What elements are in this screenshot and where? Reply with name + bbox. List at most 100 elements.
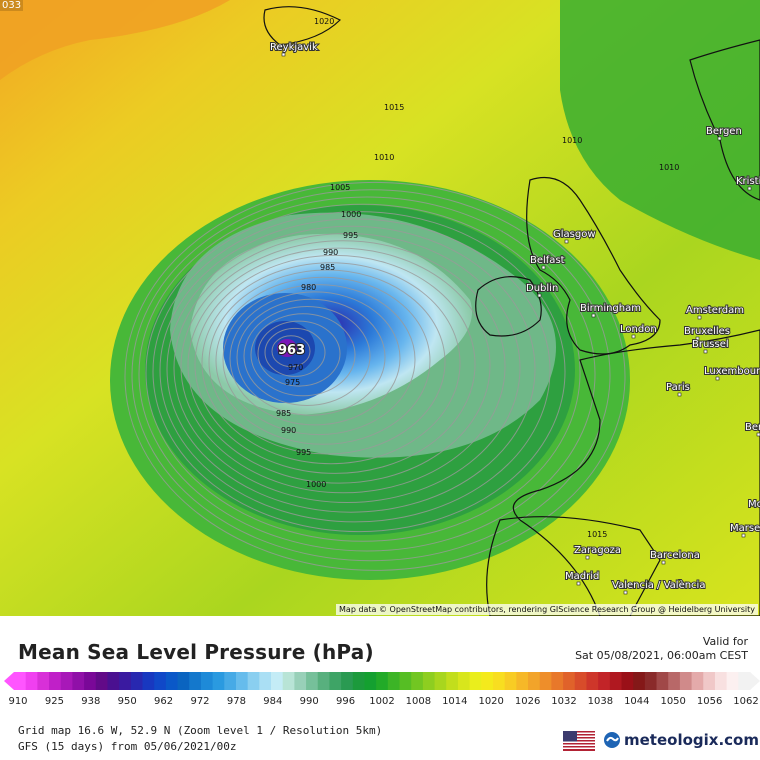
isobar-ring bbox=[271, 335, 311, 368]
legend-swatch bbox=[107, 672, 120, 690]
legend-swatch bbox=[574, 672, 587, 690]
legend-swatch bbox=[621, 672, 634, 690]
isobar-label: 1000 bbox=[306, 480, 326, 489]
city-label: Barcelona bbox=[650, 550, 700, 561]
city-marker bbox=[541, 265, 546, 270]
city-marker bbox=[631, 334, 636, 339]
brand-name: meteologix.com bbox=[624, 731, 759, 749]
legend-swatch bbox=[551, 672, 564, 690]
legend-swatch bbox=[200, 672, 214, 690]
legend-swatch bbox=[49, 672, 62, 690]
legend-swatch bbox=[457, 672, 471, 690]
city-marker bbox=[661, 560, 666, 565]
isobar-ring bbox=[229, 291, 401, 426]
city-marker bbox=[695, 336, 700, 341]
iberia-coast bbox=[486, 516, 661, 616]
legend-swatch bbox=[37, 672, 50, 690]
coastlines bbox=[263, 6, 760, 616]
legend-swatch bbox=[306, 672, 319, 690]
isobar-label: 990 bbox=[323, 248, 338, 257]
city-label: Belfast bbox=[530, 255, 565, 266]
isobar-ring bbox=[264, 327, 326, 377]
legend-swatch bbox=[528, 672, 541, 690]
city-label: Birmingham bbox=[580, 303, 641, 314]
legend-tick: 1050 bbox=[660, 696, 686, 707]
grid-info-text: Grid map 16.6 W, 52.9 N (Zoom level 1 / … bbox=[18, 724, 383, 737]
legend-tick: 1032 bbox=[551, 696, 577, 707]
city-marker bbox=[741, 533, 746, 538]
legend-swatch bbox=[633, 672, 646, 690]
legend-swatch bbox=[259, 672, 272, 690]
isobar-ring bbox=[201, 262, 461, 465]
isobar-label: 1010 bbox=[659, 163, 679, 172]
legend-swatch bbox=[14, 672, 27, 690]
city-label: Madrid bbox=[565, 571, 599, 582]
isobar-ring bbox=[208, 269, 446, 455]
legend-swatch bbox=[165, 672, 179, 690]
isobar-ring bbox=[166, 225, 536, 513]
pressure-map-canvas: 1020 1015 1010 1010 1010 1005 1000 995 990 985 980… bbox=[0, 0, 760, 616]
legend-tick: 1014 bbox=[442, 696, 468, 707]
legend-swatch bbox=[668, 672, 681, 690]
city-marker bbox=[537, 293, 542, 298]
legend-tick: 925 bbox=[44, 696, 64, 707]
valid-for-label: Valid for bbox=[702, 635, 748, 648]
city-label: Amsterdam bbox=[686, 305, 744, 316]
isobar-ring bbox=[145, 203, 581, 542]
city-label: Valencia / València bbox=[612, 579, 705, 591]
pressure-zone-963 bbox=[277, 339, 297, 357]
legend-swatch bbox=[656, 672, 669, 690]
isobar-ring bbox=[215, 276, 431, 445]
legend-tick: 1062 bbox=[733, 696, 759, 707]
legend-swatch bbox=[691, 672, 704, 690]
legend-swatch bbox=[598, 672, 611, 690]
isobar-label: 995 bbox=[343, 231, 358, 240]
legend-tick: 978 bbox=[226, 696, 246, 707]
legend-arrow-high bbox=[750, 672, 760, 690]
isobar-label: 1010 bbox=[562, 136, 582, 145]
city-label: Montpellier bbox=[748, 499, 760, 510]
legend-swatch bbox=[235, 672, 249, 690]
city-marker bbox=[281, 52, 286, 57]
valid-for-datetime: Sat 05/08/2021, 06:00am CEST bbox=[575, 649, 748, 662]
legend-swatch bbox=[586, 672, 599, 690]
pressure-map[interactable]: 1020 1015 1010 1010 1010 1005 1000 995 990 985 980… bbox=[0, 0, 760, 616]
legend-tick: 910 bbox=[8, 696, 28, 707]
city-label: Reykjavik bbox=[270, 42, 318, 53]
legend-swatch bbox=[563, 672, 576, 690]
legend-swatch bbox=[352, 672, 365, 690]
isobar-ring bbox=[194, 254, 476, 474]
isobar-label: 1010 bbox=[374, 153, 394, 162]
legend-tick: 972 bbox=[190, 696, 210, 707]
legend-tick: 984 bbox=[263, 696, 283, 707]
legend-tick: 996 bbox=[336, 696, 356, 707]
city-label: Brussel bbox=[692, 339, 729, 350]
legend-swatch bbox=[177, 672, 190, 690]
brand-logo-link[interactable]: meteologix.com bbox=[603, 731, 759, 749]
city-label: Bruxelles bbox=[684, 326, 730, 337]
legend-swatch bbox=[738, 672, 751, 690]
city-marker bbox=[591, 313, 596, 318]
legend-swatch bbox=[341, 672, 354, 690]
us-flag-icon[interactable] bbox=[563, 731, 595, 751]
legend-swatch bbox=[25, 672, 38, 690]
isobar-label-layer: 1020 1015 1010 1010 1010 1005 1000 995 990 985 980… bbox=[276, 17, 679, 539]
isobar-ring bbox=[159, 218, 551, 523]
legend-tick: 990 bbox=[299, 696, 319, 707]
isobar-ring bbox=[187, 247, 491, 484]
legend-swatch bbox=[119, 672, 132, 690]
city-layer: Reykjavik Bergen Kristiansand Glasgow Belfas… bbox=[269, 41, 760, 595]
legend-tick: 1002 bbox=[369, 696, 395, 707]
legend-swatch bbox=[364, 672, 377, 690]
legend-swatch bbox=[422, 672, 436, 690]
legend-swatch bbox=[387, 672, 401, 690]
map-attribution[interactable]: Map data © OpenStreetMap contributors, r… bbox=[336, 604, 758, 615]
city-marker bbox=[747, 186, 752, 191]
legend-swatch bbox=[60, 672, 73, 690]
isobar-ring bbox=[222, 284, 416, 436]
isobar-label: 1020 bbox=[314, 17, 334, 26]
legend-swatch bbox=[446, 672, 459, 690]
legend-swatch bbox=[504, 672, 517, 690]
legend-tick: 1008 bbox=[405, 696, 432, 707]
isobar-label: 1005 bbox=[330, 183, 350, 192]
